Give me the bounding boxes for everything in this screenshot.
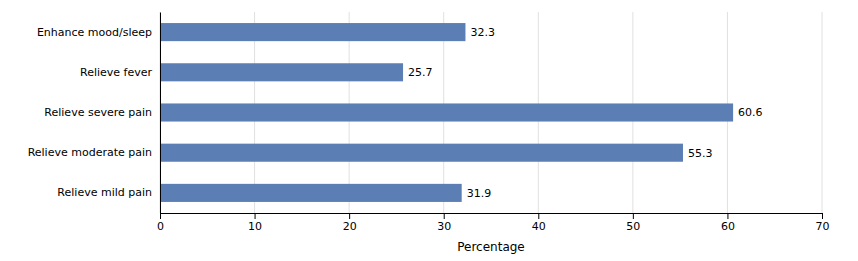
data-label: 25.7 [408, 66, 433, 79]
x-tick: 0 [157, 213, 164, 233]
x-tick-mark [727, 213, 728, 219]
x-tick-mark [255, 213, 256, 219]
data-label: 32.3 [470, 26, 495, 39]
x-tick-label: 40 [532, 220, 546, 233]
x-tick-label: 30 [437, 220, 451, 233]
x-tick: 20 [343, 213, 357, 233]
data-label: 55.3 [688, 147, 713, 160]
bars [160, 23, 733, 202]
chart-container: 32.3 25.7 60.6 55.3 31.9 0 10 20 30 40 50 60 70 Enhan… [0, 0, 858, 261]
y-axis: Enhance mood/sleep Relieve fever Relieve s… [28, 13, 161, 214]
x-tick-mark [160, 213, 161, 219]
x-tick-mark [444, 213, 445, 219]
bar [160, 144, 683, 162]
y-tick-label: Enhance mood/sleep [37, 26, 152, 39]
y-tick-label: Relieve mild pain [57, 186, 152, 199]
x-tick: 10 [248, 213, 262, 233]
y-tick-label: Relieve fever [80, 66, 152, 79]
data-label: 60.6 [738, 106, 763, 119]
y-axis-line [160, 13, 161, 214]
bar [160, 103, 733, 121]
bar [160, 63, 403, 81]
y-tick-label: Relieve severe pain [44, 106, 152, 119]
bar [160, 23, 465, 41]
x-tick-label: 70 [816, 220, 830, 233]
y-tick: Enhance mood/sleep [37, 26, 152, 39]
bar [160, 184, 462, 202]
x-tick: 70 [816, 213, 830, 233]
grid-line [822, 12, 823, 213]
x-axis-line [161, 214, 823, 220]
x-axis: 0 10 20 30 40 50 60 70 [157, 213, 830, 233]
grid-line [160, 12, 161, 213]
data-label: 31.9 [467, 187, 492, 200]
x-tick: 30 [437, 213, 451, 233]
plot-area: 32.3 25.7 60.6 55.3 31.9 0 10 20 30 40 50 60 70 Enhan… [28, 12, 830, 233]
x-tick-mark [349, 213, 350, 219]
x-tick-mark [633, 213, 634, 219]
x-tick-label: 0 [157, 220, 164, 233]
x-tick: 60 [721, 213, 735, 233]
data-labels: 32.3 25.7 60.6 55.3 31.9 [408, 26, 763, 200]
x-tick-label: 60 [721, 220, 735, 233]
x-tick: 50 [626, 213, 640, 233]
grid [160, 12, 822, 213]
x-tick-label: 20 [343, 220, 357, 233]
y-tick-label: Relieve moderate pain [28, 146, 152, 159]
x-tick-mark [822, 213, 823, 219]
x-tick-label: 50 [626, 220, 640, 233]
y-tick: Relieve mild pain [57, 186, 152, 199]
y-tick: Relieve moderate pain [28, 146, 152, 159]
x-tick: 40 [532, 213, 546, 233]
x-tick-mark [538, 213, 539, 219]
x-tick-label: 10 [248, 220, 262, 233]
y-tick: Relieve severe pain [44, 106, 152, 119]
y-tick: Relieve fever [80, 66, 152, 79]
chart-svg: 32.3 25.7 60.6 55.3 31.9 0 10 20 30 40 50 60 70 Enhan… [0, 0, 858, 261]
x-axis-title: Percentage [457, 240, 525, 254]
